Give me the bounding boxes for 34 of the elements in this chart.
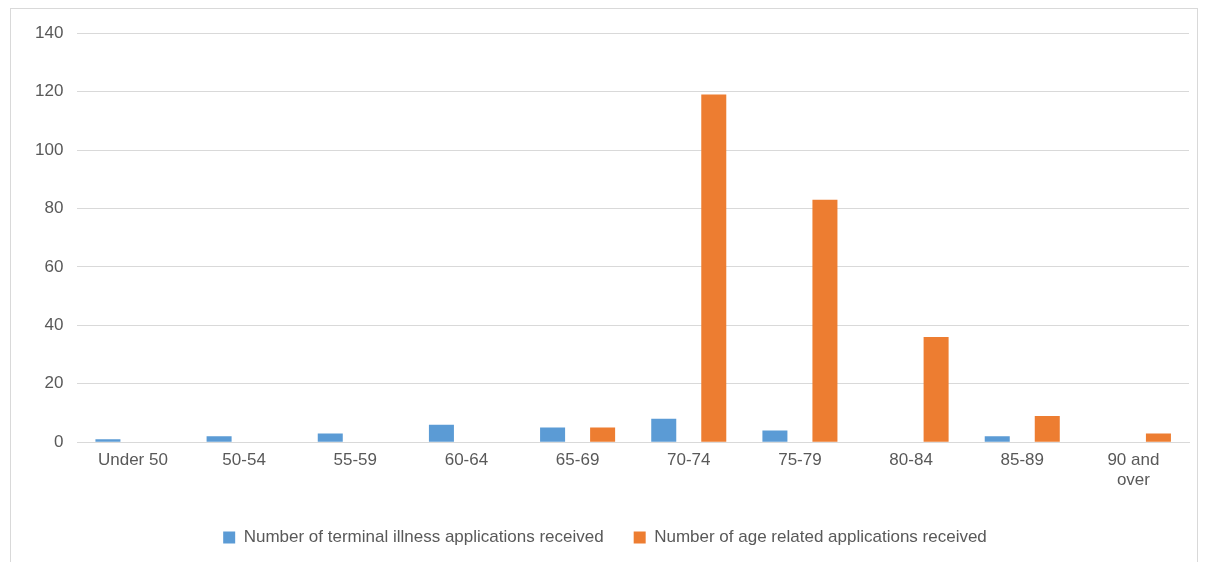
bar bbox=[651, 418, 677, 442]
legend-label: Number of terminal illness applications received bbox=[243, 527, 604, 547]
y-tick-label: 140 bbox=[34, 22, 64, 42]
x-tick-label: Under 50 bbox=[97, 450, 168, 470]
bar bbox=[1145, 433, 1171, 442]
y-tick-label: 100 bbox=[34, 139, 64, 159]
bar bbox=[1034, 415, 1060, 442]
x-tick-label: 80-84 bbox=[889, 450, 933, 470]
y-tick-label: 60 bbox=[44, 256, 64, 276]
x-tick-label: 70-74 bbox=[667, 450, 711, 470]
bar bbox=[590, 427, 616, 442]
x-tick-label: 65-69 bbox=[555, 450, 600, 470]
x-tick-label: 50-54 bbox=[222, 450, 266, 470]
bar bbox=[984, 436, 1010, 442]
bar bbox=[812, 199, 838, 442]
x-tick-label: 90 and over bbox=[1107, 450, 1160, 490]
bar bbox=[701, 94, 727, 442]
x-tick-label: 85-89 bbox=[1000, 450, 1044, 470]
x-tick-label: 60-64 bbox=[444, 450, 489, 470]
y-tick-label: 120 bbox=[34, 81, 64, 101]
y-tick-label: 80 bbox=[44, 198, 64, 218]
bar bbox=[762, 430, 788, 442]
bar bbox=[95, 439, 121, 442]
x-tick-label: 55-59 bbox=[333, 450, 378, 470]
y-tick-label: 0 bbox=[53, 431, 64, 451]
y-tick-label: 20 bbox=[44, 373, 64, 393]
legend-label: Number of age related applications received bbox=[654, 527, 987, 547]
bar bbox=[923, 337, 949, 442]
bar bbox=[206, 436, 232, 442]
bar bbox=[540, 427, 566, 442]
x-tick-label: 75-79 bbox=[778, 450, 822, 470]
bar bbox=[428, 424, 454, 442]
bar bbox=[317, 433, 343, 442]
y-tick-label: 40 bbox=[44, 315, 64, 335]
